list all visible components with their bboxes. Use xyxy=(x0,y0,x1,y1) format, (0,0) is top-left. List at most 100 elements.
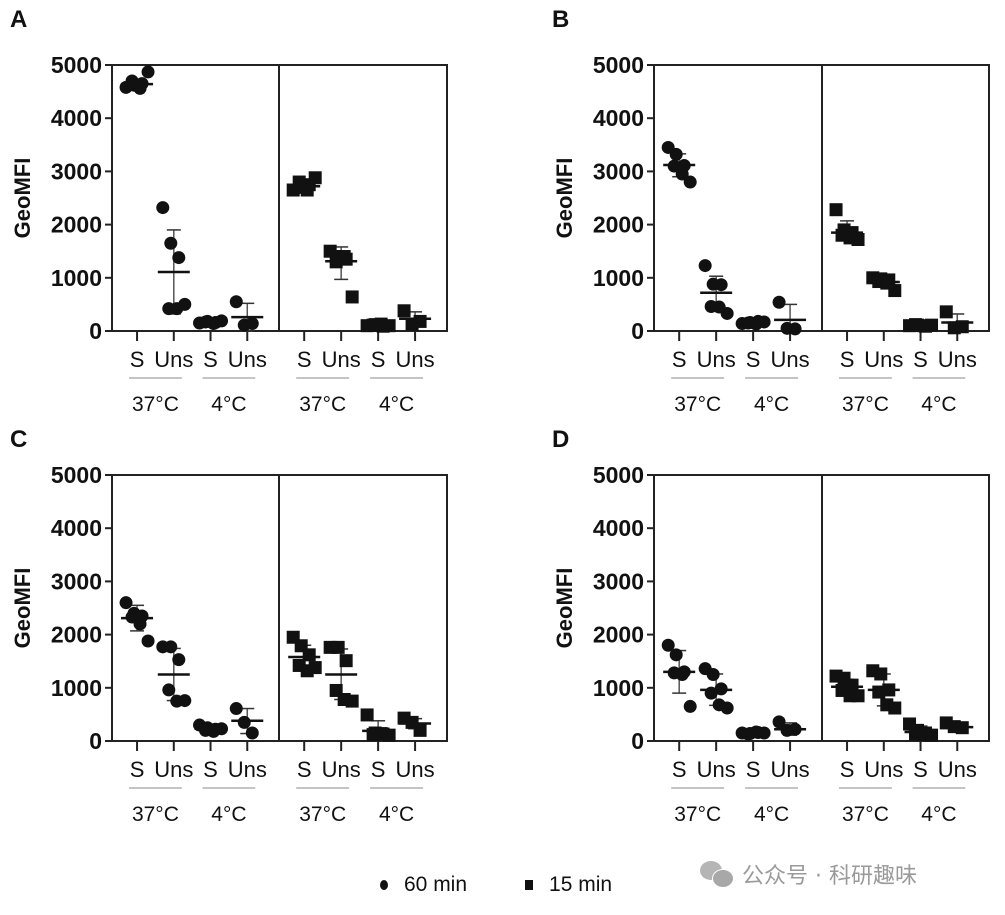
data-point-circle xyxy=(757,315,771,329)
y-tick-label: 2000 xyxy=(593,622,644,648)
data-point-circle xyxy=(164,236,178,250)
y-tick-label: 1000 xyxy=(51,675,102,701)
x-tick-label: Uns xyxy=(938,347,977,372)
x-tick-label: Uns xyxy=(697,757,736,782)
y-tick-label: 0 xyxy=(89,318,102,344)
legend-item-15min: 15 min xyxy=(525,873,612,897)
data-point-circle xyxy=(141,634,155,648)
x-tick-label: Uns xyxy=(396,757,435,782)
data-point-square xyxy=(888,284,902,298)
y-axis-label: GeoMFI xyxy=(10,568,35,649)
data-point-circle xyxy=(245,317,259,331)
data-point-circle xyxy=(172,251,186,265)
data-point-circle xyxy=(178,694,192,708)
data-point-circle xyxy=(229,702,243,716)
y-tick-label: 5000 xyxy=(51,52,102,78)
x-tick-label: S xyxy=(297,347,312,372)
data-point-circle xyxy=(119,596,133,610)
data-point-circle xyxy=(714,682,728,696)
x-tick-label: Uns xyxy=(697,347,736,372)
data-point-square xyxy=(308,661,322,675)
data-point-square xyxy=(337,250,351,264)
data-point-square xyxy=(874,667,888,681)
y-tick-label: 2000 xyxy=(51,212,102,238)
data-point-square xyxy=(308,171,322,185)
x-tick-label: S xyxy=(840,757,855,782)
data-point-square xyxy=(925,318,939,332)
data-point-circle xyxy=(164,640,178,654)
x-tick-label: Uns xyxy=(228,347,267,372)
group-label: 4°C xyxy=(921,393,956,416)
data-point-circle xyxy=(714,278,728,292)
y-axis-label: GeoMFI xyxy=(552,568,577,649)
data-point-circle xyxy=(683,175,697,189)
x-tick-label: S xyxy=(913,347,928,372)
y-tick-label: 3000 xyxy=(593,568,644,594)
x-tick-label: Uns xyxy=(322,347,361,372)
x-tick-label: S xyxy=(672,347,687,372)
data-point-square xyxy=(872,685,886,699)
data-point-circle xyxy=(720,306,734,320)
group-label: 4°C xyxy=(379,803,414,826)
y-tick-label: 5000 xyxy=(593,52,644,78)
y-tick-label: 5000 xyxy=(51,462,102,488)
x-tick-label: Uns xyxy=(864,757,903,782)
panel-letter-a: A xyxy=(10,6,28,33)
circle-marker-icon xyxy=(380,880,388,890)
data-point-square xyxy=(413,314,427,328)
data-point-circle xyxy=(704,686,718,700)
data-point-circle xyxy=(133,81,147,95)
x-tick-label: Uns xyxy=(154,347,193,372)
data-point-circle xyxy=(675,167,689,181)
data-point-circle xyxy=(661,638,675,652)
group-label: 37°C xyxy=(299,393,346,416)
y-axis-label: GeoMFI xyxy=(552,158,577,239)
y-tick-label: 2000 xyxy=(51,622,102,648)
x-tick-label: Uns xyxy=(322,757,361,782)
x-tick-label: S xyxy=(130,347,145,372)
panel-letter-c: C xyxy=(10,426,28,453)
data-point-square xyxy=(413,723,427,737)
data-point-square xyxy=(829,203,843,217)
y-tick-label: 3000 xyxy=(51,568,102,594)
data-point-circle xyxy=(215,722,229,736)
legend: 60 min 15 min xyxy=(380,873,670,897)
group-label: 37°C xyxy=(674,393,721,416)
data-point-circle xyxy=(215,314,229,328)
panel-letter-d: D xyxy=(552,426,570,453)
data-point-circle xyxy=(141,65,155,79)
data-point-square xyxy=(345,290,359,304)
data-point-square xyxy=(955,320,969,334)
square-marker-icon xyxy=(525,880,534,890)
data-point-square xyxy=(925,728,939,742)
data-point-square xyxy=(939,305,953,319)
y-tick-label: 0 xyxy=(631,318,644,344)
group-label: 4°C xyxy=(379,393,414,416)
y-tick-label: 4000 xyxy=(593,515,644,541)
data-point-square xyxy=(845,678,859,692)
data-point-circle xyxy=(237,715,251,729)
group-label: 37°C xyxy=(299,803,346,826)
data-point-circle xyxy=(229,295,243,309)
x-tick-label: S xyxy=(840,347,855,372)
y-tick-label: 3000 xyxy=(593,158,644,184)
data-point-circle xyxy=(757,726,771,740)
y-tick-label: 1000 xyxy=(51,265,102,291)
data-point-circle xyxy=(178,297,192,311)
y-tick-label: 3000 xyxy=(51,158,102,184)
panel-letter-b: B xyxy=(552,6,570,33)
x-tick-label: S xyxy=(672,757,687,782)
group-label: 4°C xyxy=(921,803,956,826)
x-tick-label: S xyxy=(203,757,218,782)
x-tick-label: Uns xyxy=(771,347,810,372)
legend-item-60min: 60 min xyxy=(380,873,467,897)
group-label: 37°C xyxy=(674,803,721,826)
x-tick-label: S xyxy=(913,757,928,782)
wechat-icon xyxy=(700,859,734,889)
x-tick-label: S xyxy=(746,757,761,782)
x-tick-label: Uns xyxy=(228,757,267,782)
x-tick-label: S xyxy=(130,757,145,782)
data-point-circle xyxy=(172,653,186,667)
data-point-circle xyxy=(788,722,802,736)
y-axis-label: GeoMFI xyxy=(10,158,35,239)
